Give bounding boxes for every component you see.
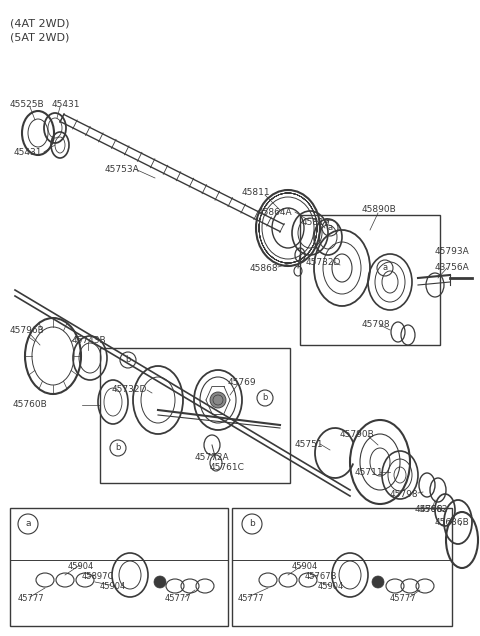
- Text: 45431: 45431: [52, 100, 81, 109]
- Text: (5AT 2WD): (5AT 2WD): [10, 32, 70, 42]
- Bar: [10, 508, 228, 626]
- Text: 45793A: 45793A: [435, 247, 470, 256]
- Text: 45798: 45798: [362, 320, 391, 329]
- Text: 45811: 45811: [242, 188, 271, 197]
- Text: 45732D: 45732D: [306, 258, 341, 267]
- Circle shape: [372, 576, 384, 588]
- Text: 45662: 45662: [420, 505, 448, 514]
- Text: 45798: 45798: [390, 490, 419, 499]
- Text: 45772A: 45772A: [195, 453, 229, 462]
- Text: 45868: 45868: [250, 264, 278, 273]
- Text: b: b: [262, 394, 268, 403]
- Text: 45431: 45431: [14, 148, 43, 157]
- Text: 45790B: 45790B: [340, 430, 375, 439]
- Text: (4AT 2WD): (4AT 2WD): [10, 18, 70, 28]
- Bar: [300, 215, 440, 345]
- Text: 45777: 45777: [390, 594, 417, 603]
- Text: b: b: [249, 520, 255, 529]
- Circle shape: [154, 576, 166, 588]
- Text: 45636B: 45636B: [435, 518, 470, 527]
- Text: 45864A: 45864A: [258, 208, 293, 217]
- Text: 45819: 45819: [302, 218, 331, 227]
- Text: 45904: 45904: [68, 562, 94, 571]
- Text: 45796B: 45796B: [10, 326, 45, 335]
- Text: 45753A: 45753A: [105, 165, 140, 174]
- Bar: [232, 508, 452, 626]
- Text: 45711: 45711: [355, 468, 384, 477]
- Text: 45890B: 45890B: [362, 205, 397, 214]
- Text: 43756A: 43756A: [435, 263, 470, 272]
- Text: a: a: [383, 263, 387, 272]
- Text: 45904: 45904: [100, 582, 126, 591]
- Text: 45777: 45777: [238, 594, 264, 603]
- Text: 45777: 45777: [18, 594, 45, 603]
- Text: 45769: 45769: [228, 378, 257, 387]
- Text: 45732D: 45732D: [112, 385, 147, 394]
- Text: b: b: [115, 443, 120, 452]
- Bar: [100, 348, 290, 483]
- Text: 45904: 45904: [292, 562, 318, 571]
- Text: a: a: [327, 223, 333, 233]
- Text: 45904: 45904: [318, 582, 344, 591]
- Text: 45767B: 45767B: [305, 572, 337, 581]
- Text: 45760B: 45760B: [13, 400, 48, 409]
- Text: b: b: [125, 356, 131, 364]
- Text: a: a: [25, 520, 31, 529]
- Text: 45743B: 45743B: [72, 336, 107, 345]
- Text: 45777: 45777: [165, 594, 192, 603]
- Text: 45798: 45798: [415, 505, 444, 514]
- Text: 45761C: 45761C: [210, 463, 245, 472]
- Circle shape: [210, 392, 226, 408]
- Text: 45897C: 45897C: [82, 572, 114, 581]
- Text: 45751: 45751: [295, 440, 324, 449]
- Text: 45525B: 45525B: [10, 100, 45, 109]
